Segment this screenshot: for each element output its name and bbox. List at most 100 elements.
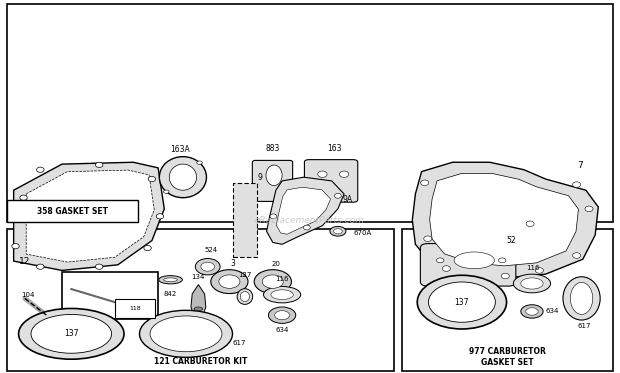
- Ellipse shape: [526, 221, 534, 226]
- Ellipse shape: [219, 275, 240, 288]
- Text: 634: 634: [275, 327, 289, 333]
- Ellipse shape: [271, 290, 293, 300]
- Ellipse shape: [31, 314, 112, 353]
- Text: 634: 634: [546, 308, 559, 314]
- FancyBboxPatch shape: [304, 160, 358, 202]
- Polygon shape: [412, 162, 598, 278]
- Text: 137: 137: [454, 298, 469, 307]
- Ellipse shape: [140, 310, 232, 357]
- Ellipse shape: [303, 225, 311, 230]
- Ellipse shape: [19, 308, 124, 359]
- Polygon shape: [430, 173, 578, 266]
- Ellipse shape: [117, 302, 131, 310]
- Ellipse shape: [254, 270, 291, 294]
- Ellipse shape: [501, 273, 509, 279]
- Text: 20: 20: [272, 261, 280, 267]
- Ellipse shape: [275, 311, 290, 320]
- Ellipse shape: [156, 214, 164, 219]
- Ellipse shape: [585, 206, 593, 212]
- Ellipse shape: [194, 307, 203, 311]
- Ellipse shape: [424, 236, 432, 242]
- Ellipse shape: [570, 282, 593, 314]
- Ellipse shape: [164, 278, 177, 282]
- Ellipse shape: [37, 264, 44, 269]
- Ellipse shape: [454, 252, 495, 269]
- Polygon shape: [191, 285, 206, 314]
- Ellipse shape: [443, 266, 450, 272]
- Ellipse shape: [266, 165, 282, 185]
- Text: 3: 3: [230, 259, 235, 268]
- Ellipse shape: [211, 270, 248, 294]
- Text: 617: 617: [578, 323, 591, 329]
- Text: 9: 9: [258, 173, 263, 182]
- Bar: [232, 183, 257, 257]
- Polygon shape: [26, 170, 154, 262]
- Text: 670A: 670A: [353, 230, 371, 236]
- Ellipse shape: [164, 190, 169, 193]
- Ellipse shape: [526, 308, 538, 315]
- Text: 7: 7: [577, 162, 583, 170]
- Ellipse shape: [521, 305, 543, 318]
- Ellipse shape: [262, 275, 283, 288]
- Ellipse shape: [335, 194, 342, 198]
- Bar: [7, 4, 613, 222]
- Ellipse shape: [197, 161, 202, 164]
- Text: 9A: 9A: [342, 195, 352, 204]
- Ellipse shape: [201, 262, 215, 271]
- Ellipse shape: [144, 245, 151, 251]
- Ellipse shape: [428, 282, 495, 322]
- Ellipse shape: [12, 244, 19, 249]
- Ellipse shape: [159, 157, 206, 198]
- Bar: [62, 272, 158, 319]
- Ellipse shape: [195, 258, 220, 275]
- Ellipse shape: [498, 258, 506, 263]
- Ellipse shape: [417, 275, 507, 329]
- Ellipse shape: [241, 292, 249, 301]
- Text: 116: 116: [526, 265, 540, 271]
- Text: 842: 842: [164, 291, 177, 297]
- Polygon shape: [267, 177, 344, 244]
- Ellipse shape: [268, 307, 296, 323]
- Polygon shape: [14, 162, 164, 270]
- FancyBboxPatch shape: [420, 244, 516, 286]
- Ellipse shape: [573, 253, 580, 258]
- Ellipse shape: [148, 176, 156, 182]
- Text: 12: 12: [19, 257, 30, 266]
- Ellipse shape: [318, 171, 327, 178]
- Bar: [402, 229, 613, 371]
- Ellipse shape: [563, 277, 600, 320]
- Text: 137: 137: [64, 329, 79, 338]
- Ellipse shape: [521, 278, 543, 289]
- Ellipse shape: [95, 264, 103, 269]
- Bar: [7, 200, 138, 222]
- Ellipse shape: [20, 195, 27, 200]
- Text: 104: 104: [21, 292, 35, 298]
- FancyBboxPatch shape: [252, 160, 293, 201]
- Ellipse shape: [330, 226, 346, 236]
- Ellipse shape: [37, 167, 44, 172]
- Ellipse shape: [421, 180, 429, 186]
- Text: 977 CARBURETOR
GASKET SET: 977 CARBURETOR GASKET SET: [469, 347, 546, 367]
- Ellipse shape: [169, 164, 197, 190]
- Text: 52: 52: [507, 236, 516, 245]
- Text: 163: 163: [327, 144, 342, 153]
- Text: 121 CARBURETOR KIT: 121 CARBURETOR KIT: [154, 357, 247, 366]
- Ellipse shape: [340, 171, 348, 178]
- Bar: [115, 299, 155, 318]
- Ellipse shape: [270, 214, 277, 219]
- Text: 358 GASKET SET: 358 GASKET SET: [37, 207, 108, 216]
- Ellipse shape: [535, 268, 543, 273]
- Text: 118: 118: [130, 306, 141, 311]
- Text: 524: 524: [204, 247, 218, 253]
- Ellipse shape: [159, 276, 182, 284]
- Ellipse shape: [334, 229, 342, 234]
- Ellipse shape: [237, 289, 253, 304]
- Text: eReplacementParts.com: eReplacementParts.com: [255, 216, 365, 225]
- Ellipse shape: [150, 316, 222, 352]
- Ellipse shape: [513, 274, 551, 293]
- Polygon shape: [277, 187, 330, 234]
- Ellipse shape: [114, 210, 122, 215]
- Ellipse shape: [573, 182, 580, 187]
- Text: 134: 134: [192, 274, 205, 280]
- Ellipse shape: [95, 162, 103, 167]
